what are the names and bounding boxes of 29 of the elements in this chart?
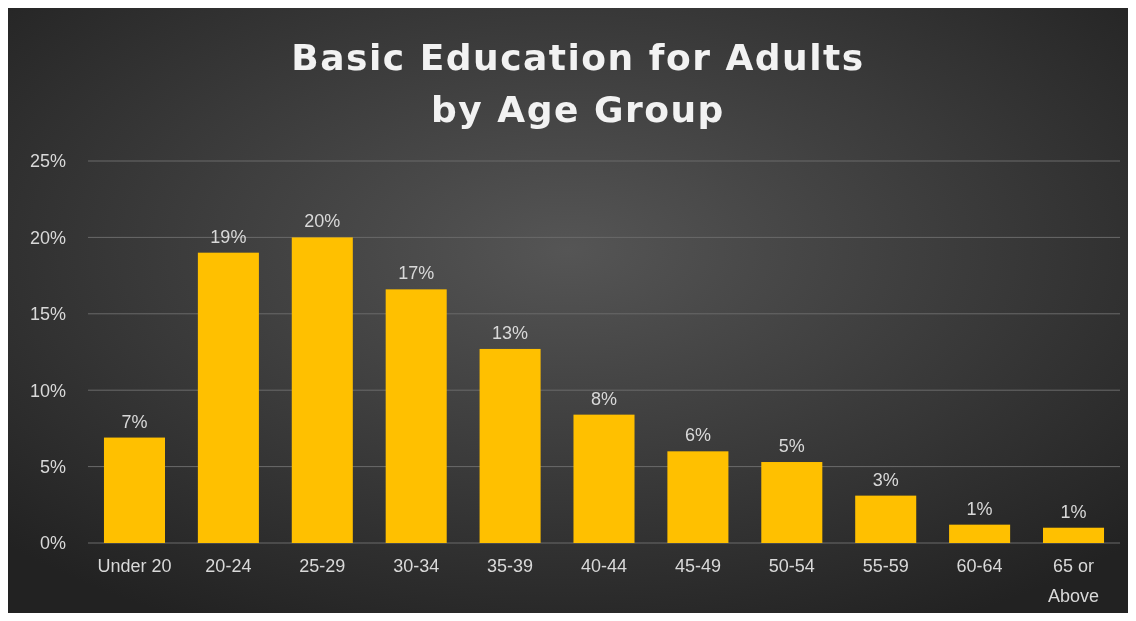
data-label: 7% [121, 411, 148, 432]
y-tick-label: 0% [39, 533, 66, 554]
x-tick-label: 20-24 [205, 556, 252, 576]
y-tick-label: 25% [29, 151, 66, 172]
y-tick-label: 15% [29, 304, 66, 325]
x-tick-label: 60-64 [956, 556, 1003, 576]
data-label: 13% [492, 322, 529, 343]
data-label: 6% [684, 425, 711, 446]
data-label: 19% [210, 226, 247, 247]
x-tick-label: 30-34 [393, 556, 440, 576]
data-label: 1% [1060, 501, 1087, 522]
data-label: 8% [590, 388, 618, 409]
data-label: 5% [778, 436, 805, 457]
data-label: 3% [872, 469, 899, 490]
x-tick-label: 55-59 [862, 556, 909, 576]
x-tick-label: 65 or Above [1047, 556, 1100, 606]
x-tick-label: 40-44 [580, 556, 628, 576]
x-tick-label: 45-49 [674, 556, 721, 576]
y-tick-label: 20% [29, 227, 66, 248]
y-tick-label: 5% [39, 456, 66, 477]
chart-title: Basic Education for Adults by Age Group [291, 37, 865, 130]
data-label: 20% [304, 211, 341, 232]
x-tick-label: 35-39 [487, 556, 534, 576]
x-tick-label: 25-29 [299, 556, 346, 576]
x-tick-label: Under 20 [97, 556, 172, 576]
y-tick-label: 10% [29, 380, 66, 401]
data-label: 17% [398, 263, 435, 284]
data-label: 1% [966, 498, 993, 519]
x-tick-label: 50-54 [768, 556, 815, 576]
